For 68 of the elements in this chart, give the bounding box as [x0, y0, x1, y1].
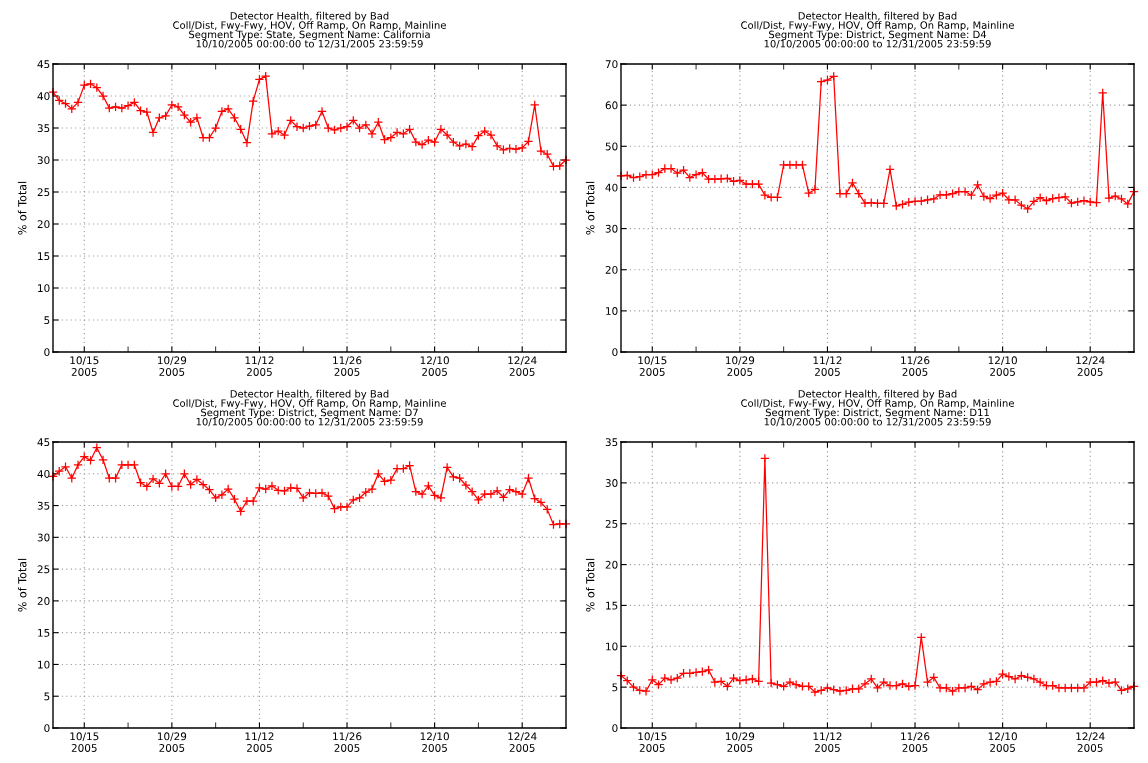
- y-tick-label: 30: [37, 156, 50, 165]
- x-tick-label: 12/10 2005: [420, 356, 449, 376]
- x-tick-label: 10/29 2005: [158, 732, 187, 752]
- y-tick-label: 10: [38, 284, 50, 293]
- y-tick-label: 0: [612, 348, 618, 357]
- y-tick-label: 15: [606, 601, 618, 610]
- x-tick-label: 11/26 2005: [901, 732, 930, 752]
- y-tick-label: 35: [37, 501, 50, 510]
- y-tick-label: 15: [38, 629, 50, 637]
- y-tick-label: 25: [605, 519, 618, 528]
- y-tick-label: 35: [605, 438, 618, 447]
- y-tick-label: 45: [37, 60, 50, 69]
- y-tick-label: 45: [37, 438, 50, 447]
- y-axis-title: % of Total: [585, 558, 595, 612]
- y-tick-label: 10: [38, 660, 50, 669]
- y-tick-label: 5: [44, 692, 50, 701]
- y-tick-label: 35: [37, 124, 50, 133]
- x-tick-label: 12/24 2005: [508, 732, 537, 752]
- x-tick-label: 12/24 2005: [1076, 732, 1105, 752]
- y-tick-label: 20: [37, 220, 50, 229]
- y-tick-label: 25: [37, 188, 50, 197]
- y-tick-label: 50: [605, 142, 618, 151]
- x-tick-label: 11/12 2005: [813, 356, 842, 376]
- y-tick-label: 20: [605, 560, 618, 569]
- y-tick-label: 60: [605, 101, 618, 110]
- y-tick-label: 40: [37, 92, 50, 101]
- y-tick-label: 0: [44, 348, 50, 357]
- y-tick-label: 20: [37, 597, 50, 605]
- y-tick-label: 30: [37, 533, 50, 542]
- y-axis-title: % of Total: [585, 181, 595, 235]
- y-tick-label: 40: [605, 183, 618, 192]
- x-tick-label: 10/15 2005: [70, 732, 99, 752]
- x-tick-label: 10/15 2005: [638, 356, 667, 376]
- y-tick-label: 15: [38, 252, 50, 261]
- x-tick-label: 12/24 2005: [1076, 356, 1105, 376]
- x-tick-label: 11/26 2005: [333, 356, 362, 376]
- x-tick-label: 10/29 2005: [726, 356, 755, 376]
- x-tick-label: 10/15 2005: [638, 732, 667, 752]
- y-axis-title: % of Total: [17, 181, 27, 235]
- x-tick-label: 12/24 2005: [508, 356, 537, 376]
- y-tick-label: 10: [606, 307, 618, 315]
- x-tick-label: 11/12 2005: [245, 732, 274, 752]
- x-tick-label: 11/26 2005: [901, 356, 930, 376]
- x-tick-label: 10/29 2005: [726, 732, 755, 752]
- y-tick-label: 0: [44, 724, 50, 733]
- x-tick-label: 11/12 2005: [245, 356, 274, 376]
- x-tick-label: 12/10 2005: [420, 732, 449, 752]
- chart-title: Detector Health, filtered by Bad Coll/Dist, Fwy-Fwy, HOV, Off Ramp, On Ramp, Mainline Segment Type: District, Segment Name: D11 10/10/2005 00:00:00 to 12/31/2005 23:59:59: [741, 389, 1014, 427]
- y-tick-label: 5: [44, 316, 50, 325]
- x-tick-label: 12/10 2005: [988, 356, 1017, 376]
- chart-title: Detector Health, filtered by Bad Coll/Dist, Fwy-Fwy, HOV, Off Ramp, On Ramp, Mainline Segment Type: State, Segment Name: California 10/10/2005 00:00:00 to 12/31/2005 23:59:59: [173, 11, 446, 49]
- y-tick-label: 20: [605, 265, 618, 274]
- x-tick-label: 10/15 2005: [70, 356, 99, 376]
- y-tick-label: 5: [612, 683, 618, 692]
- y-tick-label: 0: [612, 724, 618, 733]
- y-axis-title: % of Total: [17, 558, 27, 612]
- chart-title: Detector Health, filtered by Bad Coll/Dist, Fwy-Fwy, HOV, Off Ramp, On Ramp, Mainline Segment Type: District, Segment Name: D4 10/10/2005 00:00:00 to 12/31/2005 23:59:59: [741, 11, 1014, 49]
- y-tick-label: 40: [37, 470, 50, 478]
- x-tick-label: 11/12 2005: [813, 732, 842, 752]
- x-tick-label: 10/29 2005: [158, 356, 187, 376]
- x-tick-label: 11/26 2005: [333, 732, 362, 752]
- x-tick-label: 12/10 2005: [988, 732, 1017, 752]
- chart-title: Detector Health, filtered by Bad Coll/Dist, Fwy-Fwy, HOV, Off Ramp, On Ramp, Mainline Segment Type: District, Segment Name: D7 10/10/2005 00:00:00 to 12/31/2005 23:59:59: [173, 389, 446, 427]
- y-tick-label: 30: [605, 479, 618, 487]
- y-tick-label: 30: [605, 224, 618, 233]
- y-tick-label: 10: [606, 642, 618, 651]
- y-tick-label: 25: [37, 565, 50, 574]
- y-tick-label: 70: [605, 60, 618, 69]
